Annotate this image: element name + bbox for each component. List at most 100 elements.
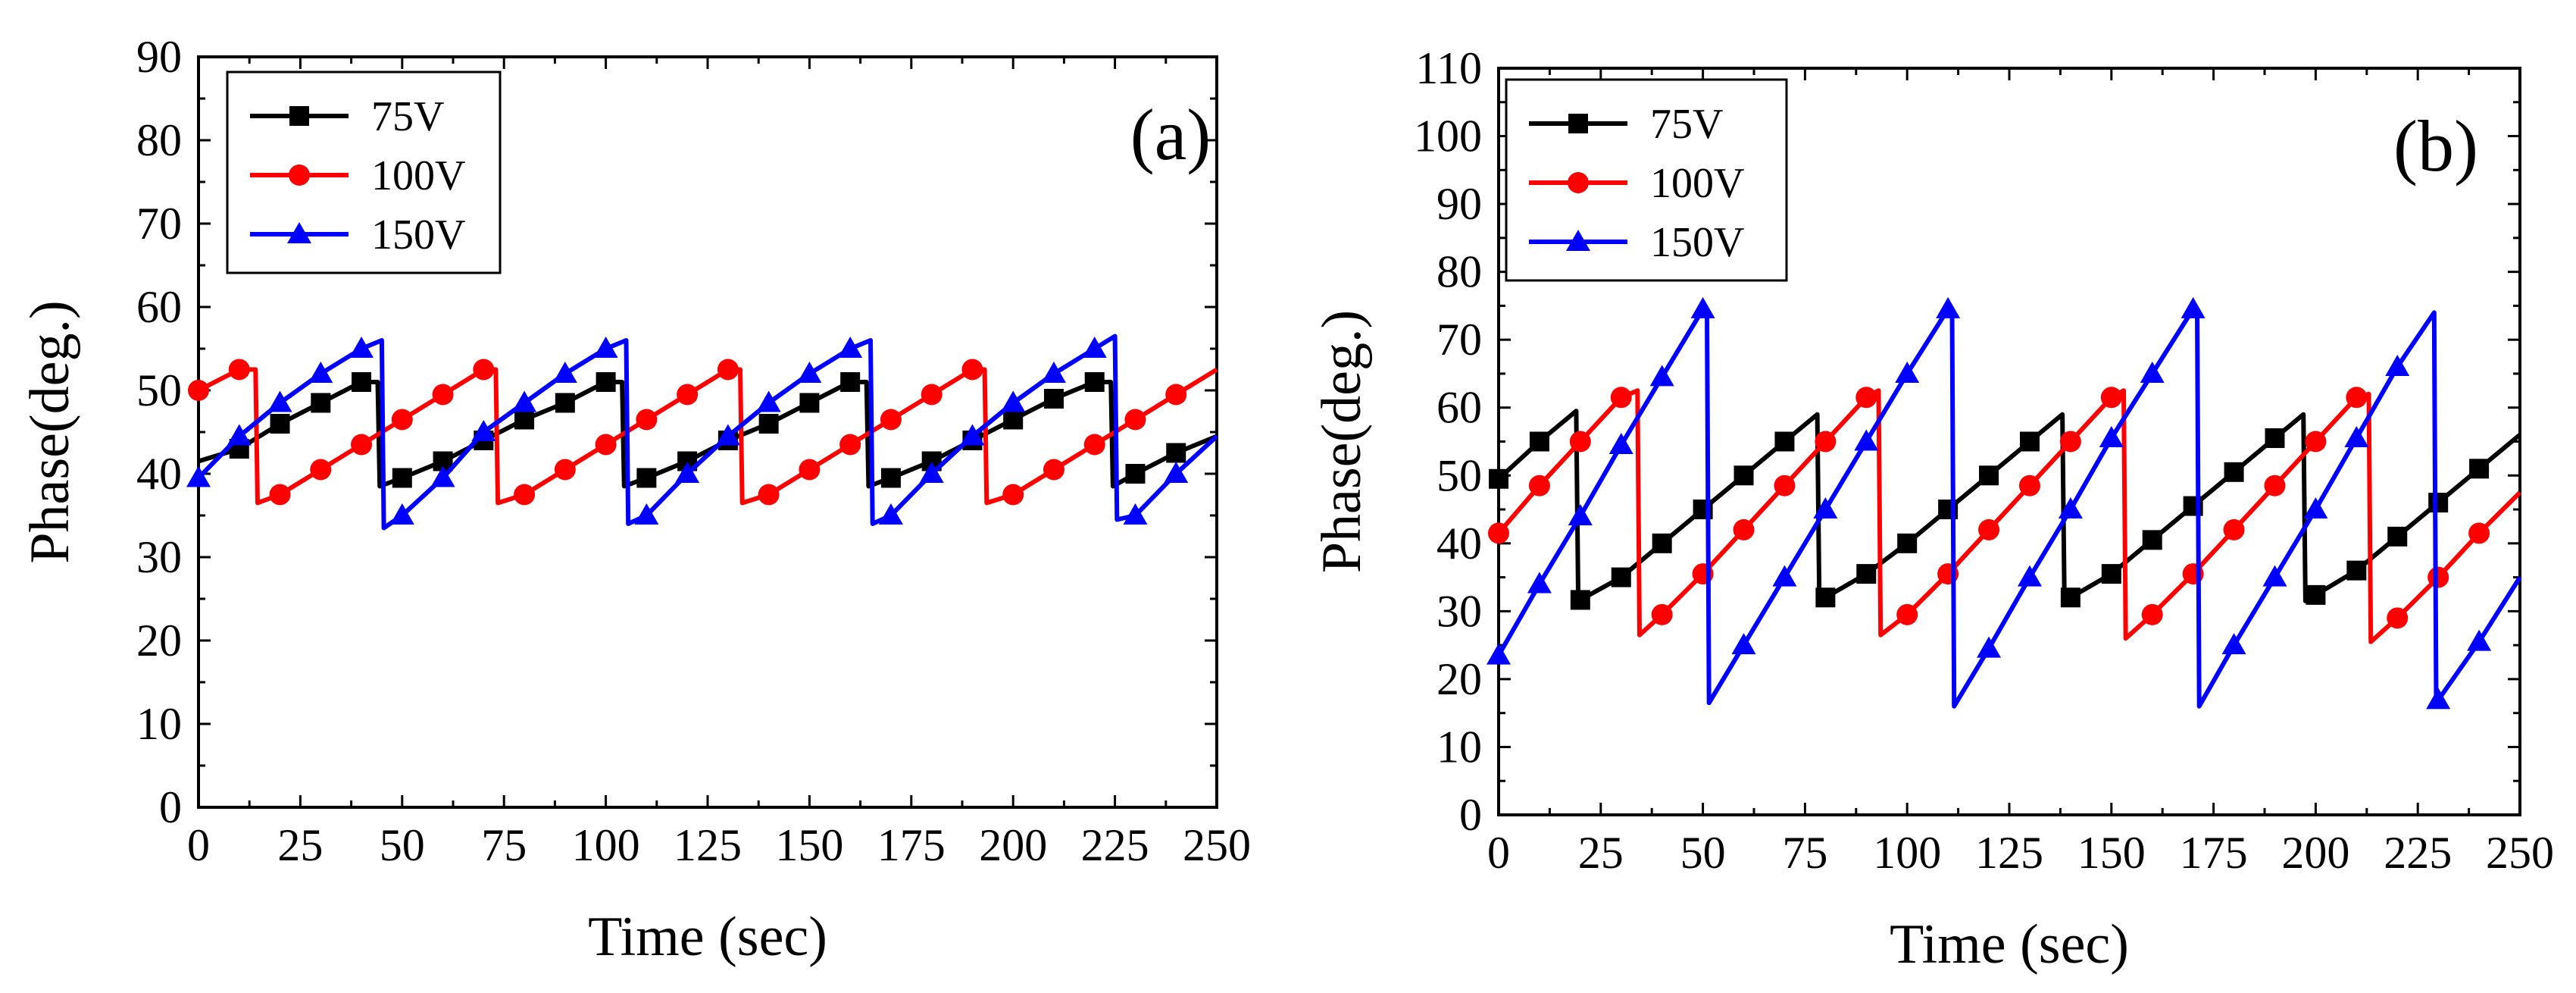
marker-square-s0-3 [1611,567,1631,587]
marker-circle-s1-11 [636,409,658,431]
marker-triangle-s2-7 [1772,565,1797,587]
y-tick-label: 60 [1436,383,1482,433]
y-tick-label: 30 [136,532,182,582]
marker-circle-s1-7 [473,359,495,381]
marker-circle-slegend1-0 [289,164,310,186]
marker-circle-s1-8 [514,484,536,506]
marker-triangle-s2-19 [960,424,985,446]
y-axis-title: Phase(deg.) [19,300,81,563]
marker-square-s0-10 [1897,533,1918,553]
marker-square-s0-22 [1125,464,1146,484]
x-tick-label: 0 [187,820,210,870]
marker-triangle-s2-0 [186,465,211,487]
marker-square-s0-0 [1489,468,1508,489]
marker-triangle-s2-5 [1690,296,1715,318]
marker-triangle-s2-17 [878,503,903,525]
panel-label: (b) [2393,105,2478,186]
marker-triangle-s2-14 [756,390,781,412]
y-tick-label: 10 [136,699,182,749]
x-tick-label: 175 [2180,828,2248,878]
marker-triangle-s2-1 [1527,572,1552,594]
series-line-100V [197,367,1218,506]
marker-square-s0-21 [2346,560,2367,581]
marker-circle-s1-5 [391,409,413,431]
marker-circle-s1-23 [1124,409,1146,431]
x-tick-label: 0 [1487,828,1510,878]
x-tick-label: 150 [775,820,843,870]
marker-circle-s1-1 [228,359,250,381]
marker-circle-s1-0 [1488,522,1509,544]
marker-square-s0-20 [1043,389,1064,409]
marker-circle-s1-2 [269,484,291,506]
y-tick-label: 110 [1415,43,1482,93]
y-axis-title: Phase(deg.) [1311,310,1373,573]
marker-square-s0-22 [2387,526,2408,547]
marker-circle-s1-2 [1569,431,1591,453]
marker-square-s0-1 [1529,431,1549,452]
marker-square-s0-14 [2060,587,2080,608]
marker-circle-s1-0 [188,380,209,401]
marker-circle-s1-7 [1774,475,1796,496]
marker-square-s0-6 [1733,465,1754,486]
marker-square-s0-8 [1815,587,1836,608]
marker-circle-s1-17 [880,409,902,431]
marker-triangle-s2-8 [1813,497,1838,519]
marker-square-s0-21 [1084,372,1105,392]
x-tick-label: 50 [380,820,425,870]
marker-circle-s1-3 [310,459,332,481]
marker-circle-s1-6 [1733,518,1755,540]
x-tick-label: 250 [2486,828,2554,878]
marker-triangle-s2-22 [2385,355,2410,376]
marker-triangle-s2-10 [1895,361,1920,383]
legend-label-150V: 150V [371,211,465,258]
x-tick-label: 25 [1578,828,1624,878]
y-tick-label: 70 [136,199,182,249]
x-axis-title: Time (sec) [588,906,827,968]
x-axis-title: Time (sec) [1890,913,2129,976]
marker-triangle-s2-16 [838,337,863,358]
marker-square-s0-23 [2428,493,2449,513]
marker-triangle-s2-4 [349,337,374,358]
marker-circle-s1-21 [2346,387,2368,409]
marker-triangle-s2-15 [2099,426,2124,448]
marker-circle-s1-13 [2018,475,2040,496]
x-tick-label: 125 [674,820,742,870]
marker-triangle-s2-7 [471,420,496,441]
legend: 75V 100V 150V [226,70,502,274]
marker-triangle-s2-2 [1568,504,1593,525]
x-tick-label: 200 [979,820,1047,870]
marker-circle-s1-20 [1002,484,1024,506]
marker-triangle-s2-9 [1854,429,1879,451]
x-tick-label: 100 [572,820,640,870]
marker-circle-s1-24 [2468,522,2490,544]
series-150V [1487,296,2522,710]
marker-circle-s1-16 [839,434,861,456]
marker-circle-s1-14 [2059,431,2081,453]
marker-square-s0-12 [1979,465,1999,486]
legend-box [226,70,502,274]
series-75V [1489,409,2521,610]
x-tick-label: 50 [1680,828,1726,878]
x-tick-label: 250 [1183,820,1251,870]
marker-square-s0-9 [596,372,616,392]
marker-circle-s1-18 [2223,518,2245,540]
marker-triangle-s2-2 [267,390,292,412]
y-tick-label: 40 [136,449,182,499]
marker-circle-s1-10 [1896,603,1918,625]
marker-square-s0-14 [799,393,820,413]
marker-circle-s1-18 [921,384,943,406]
marker-square-s0-4 [1652,533,1672,553]
y-tick-label: 30 [1436,586,1482,636]
marker-triangle-s2-10 [593,337,618,358]
marker-circle-s1-6 [432,384,454,406]
marker-triangle-s2-20 [1001,390,1026,412]
marker-circle-s1-21 [1043,459,1064,481]
y-tick-label: 70 [1436,315,1482,365]
marker-triangle-s2-6 [430,465,455,487]
marker-circle-s1-12 [1978,518,2000,540]
marker-triangle-s2-21 [1041,362,1066,383]
marker-circle-s1-19 [2264,475,2286,496]
marker-square-s0-20 [2306,584,2326,605]
x-tick-label: 75 [1782,828,1827,878]
